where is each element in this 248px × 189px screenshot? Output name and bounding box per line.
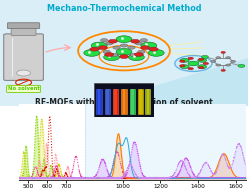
Circle shape bbox=[128, 54, 144, 60]
Bar bbox=[147, 89, 149, 114]
Circle shape bbox=[91, 42, 107, 49]
Circle shape bbox=[17, 70, 31, 76]
Circle shape bbox=[100, 39, 108, 42]
Circle shape bbox=[188, 57, 193, 60]
Circle shape bbox=[175, 56, 212, 71]
Circle shape bbox=[238, 64, 245, 67]
Circle shape bbox=[140, 39, 148, 42]
Circle shape bbox=[148, 50, 164, 56]
Bar bbox=[105, 89, 110, 114]
Text: Mechano-Thermochemical Method: Mechano-Thermochemical Method bbox=[47, 4, 201, 13]
Bar bbox=[131, 89, 133, 114]
Circle shape bbox=[135, 42, 143, 45]
Circle shape bbox=[104, 54, 120, 60]
Circle shape bbox=[93, 47, 100, 50]
Circle shape bbox=[141, 42, 157, 49]
FancyBboxPatch shape bbox=[94, 83, 154, 117]
Circle shape bbox=[221, 51, 225, 53]
Circle shape bbox=[198, 65, 207, 69]
Circle shape bbox=[134, 53, 143, 56]
Circle shape bbox=[211, 60, 216, 62]
Circle shape bbox=[116, 36, 132, 43]
Text: RE-MOFs without coordination of solvent: RE-MOFs without coordination of solvent bbox=[35, 98, 213, 107]
Bar bbox=[138, 89, 143, 114]
Circle shape bbox=[180, 58, 189, 62]
Circle shape bbox=[105, 53, 114, 56]
Bar bbox=[85, 98, 248, 178]
Circle shape bbox=[198, 67, 204, 69]
Circle shape bbox=[103, 50, 110, 53]
FancyBboxPatch shape bbox=[7, 23, 40, 29]
FancyBboxPatch shape bbox=[11, 27, 36, 36]
Circle shape bbox=[148, 47, 155, 50]
Circle shape bbox=[180, 65, 189, 69]
Circle shape bbox=[84, 50, 100, 56]
Bar bbox=[113, 89, 118, 114]
Bar bbox=[98, 89, 100, 114]
Circle shape bbox=[226, 64, 231, 66]
Circle shape bbox=[120, 55, 128, 59]
Circle shape bbox=[198, 58, 207, 62]
Circle shape bbox=[198, 58, 204, 60]
Bar bbox=[121, 89, 127, 114]
Circle shape bbox=[221, 69, 225, 71]
Circle shape bbox=[116, 48, 132, 55]
Bar bbox=[106, 89, 109, 114]
Circle shape bbox=[180, 60, 185, 62]
Circle shape bbox=[138, 50, 145, 53]
FancyBboxPatch shape bbox=[0, 0, 248, 106]
Bar bbox=[96, 89, 102, 114]
Circle shape bbox=[120, 44, 128, 47]
Circle shape bbox=[108, 39, 117, 43]
Circle shape bbox=[90, 47, 99, 51]
FancyBboxPatch shape bbox=[4, 34, 43, 81]
Circle shape bbox=[128, 46, 135, 49]
Bar bbox=[123, 89, 125, 114]
Circle shape bbox=[203, 62, 209, 65]
Circle shape bbox=[231, 60, 236, 62]
Circle shape bbox=[188, 61, 199, 66]
Bar bbox=[115, 89, 117, 114]
Circle shape bbox=[216, 57, 221, 59]
Circle shape bbox=[188, 67, 193, 70]
Bar bbox=[139, 89, 142, 114]
Circle shape bbox=[149, 47, 158, 51]
Circle shape bbox=[98, 46, 107, 50]
Circle shape bbox=[131, 39, 140, 43]
Polygon shape bbox=[87, 58, 248, 106]
Circle shape bbox=[110, 53, 118, 57]
Circle shape bbox=[180, 65, 185, 67]
Circle shape bbox=[141, 46, 150, 50]
Bar bbox=[130, 89, 135, 114]
Circle shape bbox=[105, 42, 113, 45]
Circle shape bbox=[201, 55, 208, 58]
Circle shape bbox=[216, 64, 221, 66]
Circle shape bbox=[130, 53, 138, 57]
Bar bbox=[145, 89, 151, 114]
Circle shape bbox=[113, 46, 120, 49]
Text: No solvent: No solvent bbox=[8, 86, 39, 91]
Circle shape bbox=[226, 57, 231, 59]
